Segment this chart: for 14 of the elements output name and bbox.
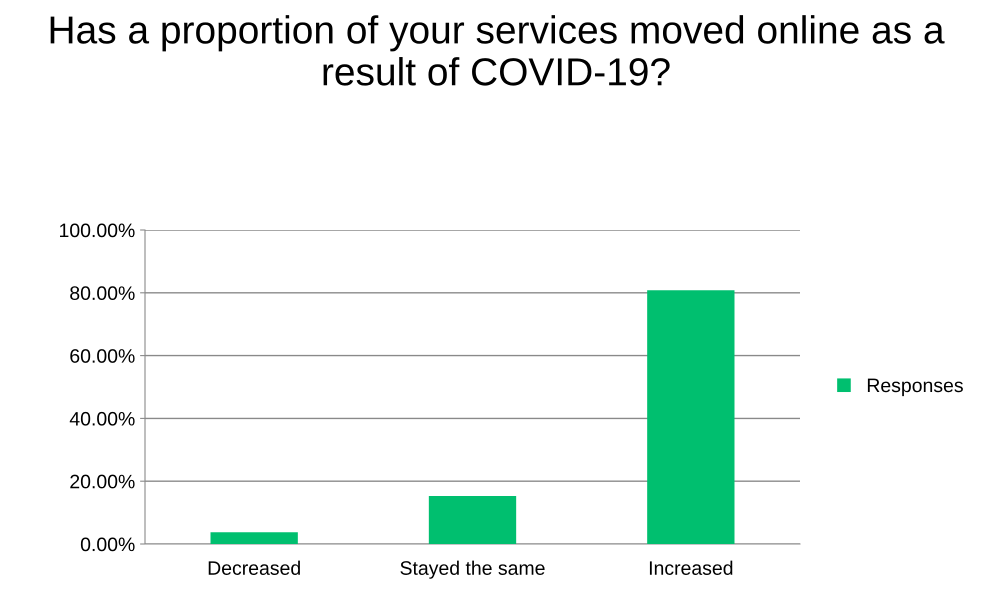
y-tick-label: 20.00% [70,474,135,488]
x-tick-label: Decreased [208,560,300,575]
x-tick-label: Stayed the same [400,560,545,579]
y-tick-label: 40.00% [70,412,135,426]
bar [210,532,298,544]
y-tick-label: 80.00% [70,286,135,300]
x-tick-label: Increased [650,560,732,575]
y-tick-label: 100.00% [60,223,135,238]
chart-title: Has a proportion of your services moved online as a result of COVID-19? [50,15,945,86]
legend-label: Responses [868,378,963,396]
bar [647,290,734,544]
y-tick-label: 0.00% [80,537,135,552]
bar [428,496,516,544]
y-tick-label: 60.00% [70,349,135,363]
